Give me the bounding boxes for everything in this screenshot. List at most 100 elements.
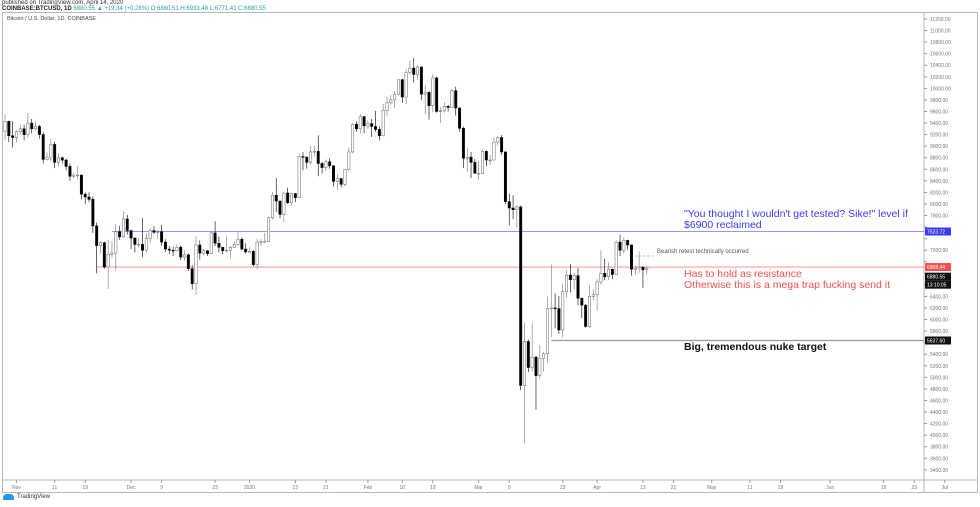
chart-title: Bitcoin / U.S. Dollar, 1D, COINBASE	[7, 16, 96, 22]
candle	[148, 228, 152, 244]
candle-body	[144, 238, 148, 251]
candle	[576, 268, 580, 306]
candle-body	[622, 240, 626, 251]
candle-body	[419, 66, 423, 95]
candle-body	[397, 79, 400, 95]
candle-body	[163, 241, 167, 250]
candle-body	[240, 238, 244, 250]
candle	[34, 121, 38, 131]
candle	[236, 231, 240, 246]
price-tick-label: 8200.00	[930, 190, 948, 196]
candle-body	[141, 244, 144, 251]
candle	[377, 126, 381, 141]
candle	[198, 240, 202, 260]
candle-body	[335, 178, 339, 182]
time-tick-label: Dec	[127, 485, 136, 491]
candle-body	[454, 90, 458, 109]
candle	[404, 69, 408, 104]
candle-body	[309, 151, 313, 163]
time-tick-label: Jul	[942, 485, 948, 491]
candle-body	[561, 291, 565, 331]
candle	[290, 192, 293, 206]
candle	[561, 283, 565, 338]
candle-body	[630, 244, 633, 270]
candle-body	[95, 225, 99, 246]
candle	[465, 147, 469, 173]
candle-body	[221, 247, 225, 252]
candle-body	[370, 123, 374, 127]
tradingview-logo[interactable]: TradingView	[3, 494, 50, 500]
candle	[3, 114, 7, 141]
candle-body	[18, 128, 22, 132]
candle-body	[374, 126, 377, 130]
time-tick-label: 18	[430, 485, 436, 491]
time-tick-label: 2020	[244, 485, 255, 491]
candle	[76, 166, 80, 180]
candle-body	[60, 157, 64, 161]
time-tick-label: 23	[560, 485, 566, 491]
price-tick-label: 8000.00	[930, 202, 948, 208]
candle-body	[22, 128, 26, 135]
open-value: O:6860.51	[150, 6, 179, 12]
candle	[595, 279, 599, 311]
candle-body	[248, 251, 251, 253]
candle-body	[530, 356, 534, 368]
candle	[99, 240, 102, 254]
candle-body	[385, 102, 389, 111]
candle	[458, 107, 462, 132]
candle	[225, 236, 229, 253]
candle-body	[267, 217, 271, 242]
candle-body	[431, 77, 435, 106]
candle-body	[244, 248, 248, 253]
candle	[446, 105, 450, 112]
candle	[618, 234, 622, 256]
candle-body	[110, 252, 114, 255]
candle	[221, 246, 225, 255]
price-tick-label: 7800.00	[930, 214, 948, 220]
candle	[248, 247, 251, 253]
candle-body	[381, 110, 385, 137]
candle	[45, 152, 49, 161]
candle-body	[175, 247, 179, 252]
candle-body	[588, 296, 591, 327]
time-tick-label: Apr	[593, 485, 601, 491]
time-tick-label: Mar	[474, 485, 483, 491]
candle-body	[645, 268, 649, 271]
candle-body	[53, 144, 57, 163]
candle-body	[366, 123, 370, 127]
candle-body	[446, 106, 450, 108]
candle	[584, 303, 588, 328]
candle	[633, 265, 637, 275]
candle	[492, 137, 496, 161]
candle-body	[595, 281, 599, 295]
price-tick-label: 8600.00	[930, 167, 948, 173]
price-tick-label: 11200.00	[930, 17, 951, 23]
bearish-retest-annotation: Bearish retest technically occurred	[657, 249, 749, 255]
candle	[374, 110, 377, 132]
price-tick-label: 9000.00	[930, 144, 948, 150]
candle	[526, 339, 530, 373]
candle	[293, 192, 297, 203]
price-tick-label: 3400.00	[930, 468, 948, 474]
candle	[186, 253, 190, 272]
price-tick-label: 4400.00	[930, 410, 948, 416]
candle	[431, 73, 435, 113]
candle	[278, 200, 282, 219]
candle	[461, 126, 465, 169]
countdown-label: 13:10:05	[927, 283, 947, 289]
annotation-text: $6900 reclaimed	[684, 219, 762, 231]
candle-body	[99, 242, 102, 246]
candle	[87, 192, 91, 203]
candle	[469, 151, 473, 178]
candle	[568, 264, 572, 293]
candle	[523, 322, 526, 444]
candle-body	[576, 275, 580, 299]
candle-body	[118, 231, 122, 238]
candle	[37, 124, 41, 139]
candle	[102, 241, 106, 269]
candle	[419, 66, 423, 100]
level-price-label: 7523.72	[927, 229, 945, 235]
candle-body	[148, 230, 152, 239]
candle-body	[362, 116, 366, 127]
